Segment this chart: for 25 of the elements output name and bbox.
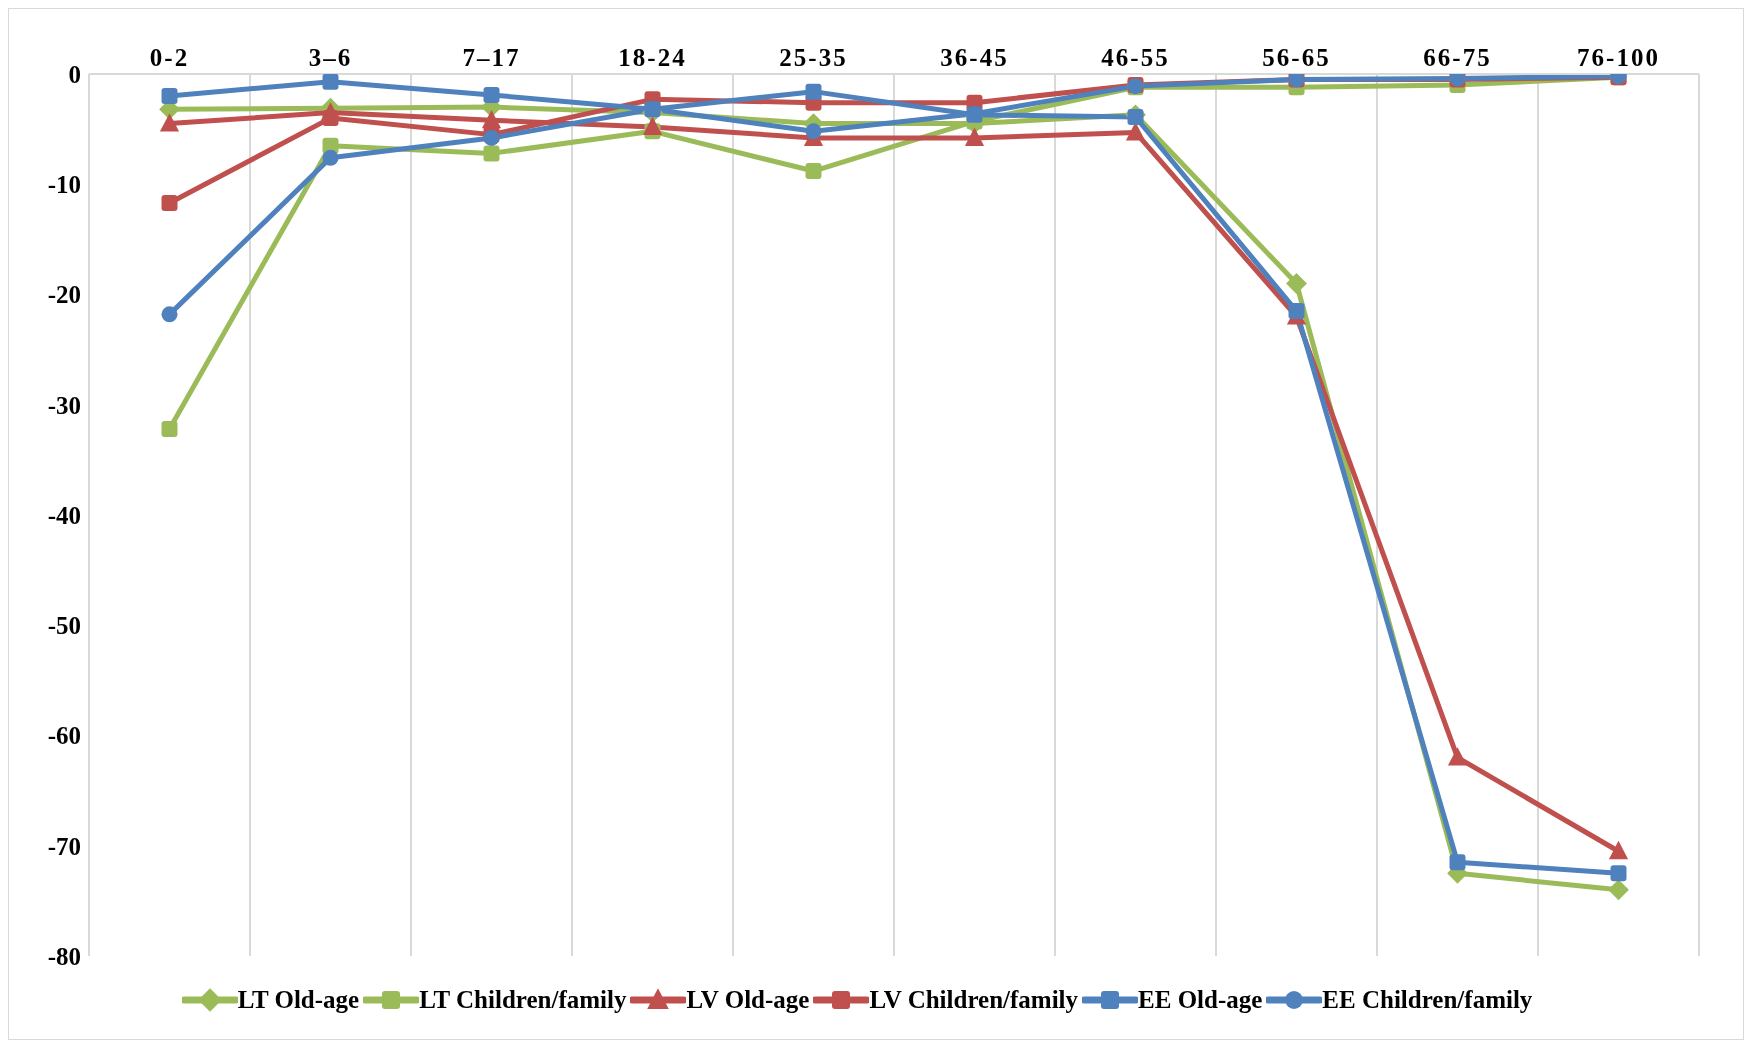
x-tick-label: 36-45 [940,44,1009,71]
x-tick-label: 0-2 [149,44,190,71]
x-tick-label: 25-35 [779,44,848,71]
y-tick-label: -70 [47,832,81,860]
x-tick-label: 76-100 [1577,44,1660,71]
legend-label: LV Children/family [869,986,1079,1014]
legend-label: EE Old-age [1138,986,1263,1014]
y-tick-label: -10 [47,171,81,199]
y-tick-label: -60 [47,722,81,750]
y-tick-label: -30 [47,391,81,419]
y-tick-label: -50 [47,612,81,640]
y-tick-label: -80 [47,942,81,970]
legend-label: EE Children/family [1322,986,1533,1014]
y-tick-label: -40 [47,501,81,529]
legend-label: LT Old-age [237,986,360,1014]
x-tick-label: 3–6 [308,44,353,71]
y-tick-label: -20 [47,281,81,309]
legend-label: LV Old-age [686,986,810,1014]
x-tick-label: 7–17 [462,44,521,71]
legend-label: LT Children/family [419,986,627,1014]
x-tick-label: 56-65 [1262,44,1331,71]
x-tick-label: 66-75 [1423,44,1492,71]
y-tick-label: 0 [68,60,81,88]
x-tick-label: 46-55 [1101,44,1170,71]
x-tick-label: 18-24 [618,44,687,71]
